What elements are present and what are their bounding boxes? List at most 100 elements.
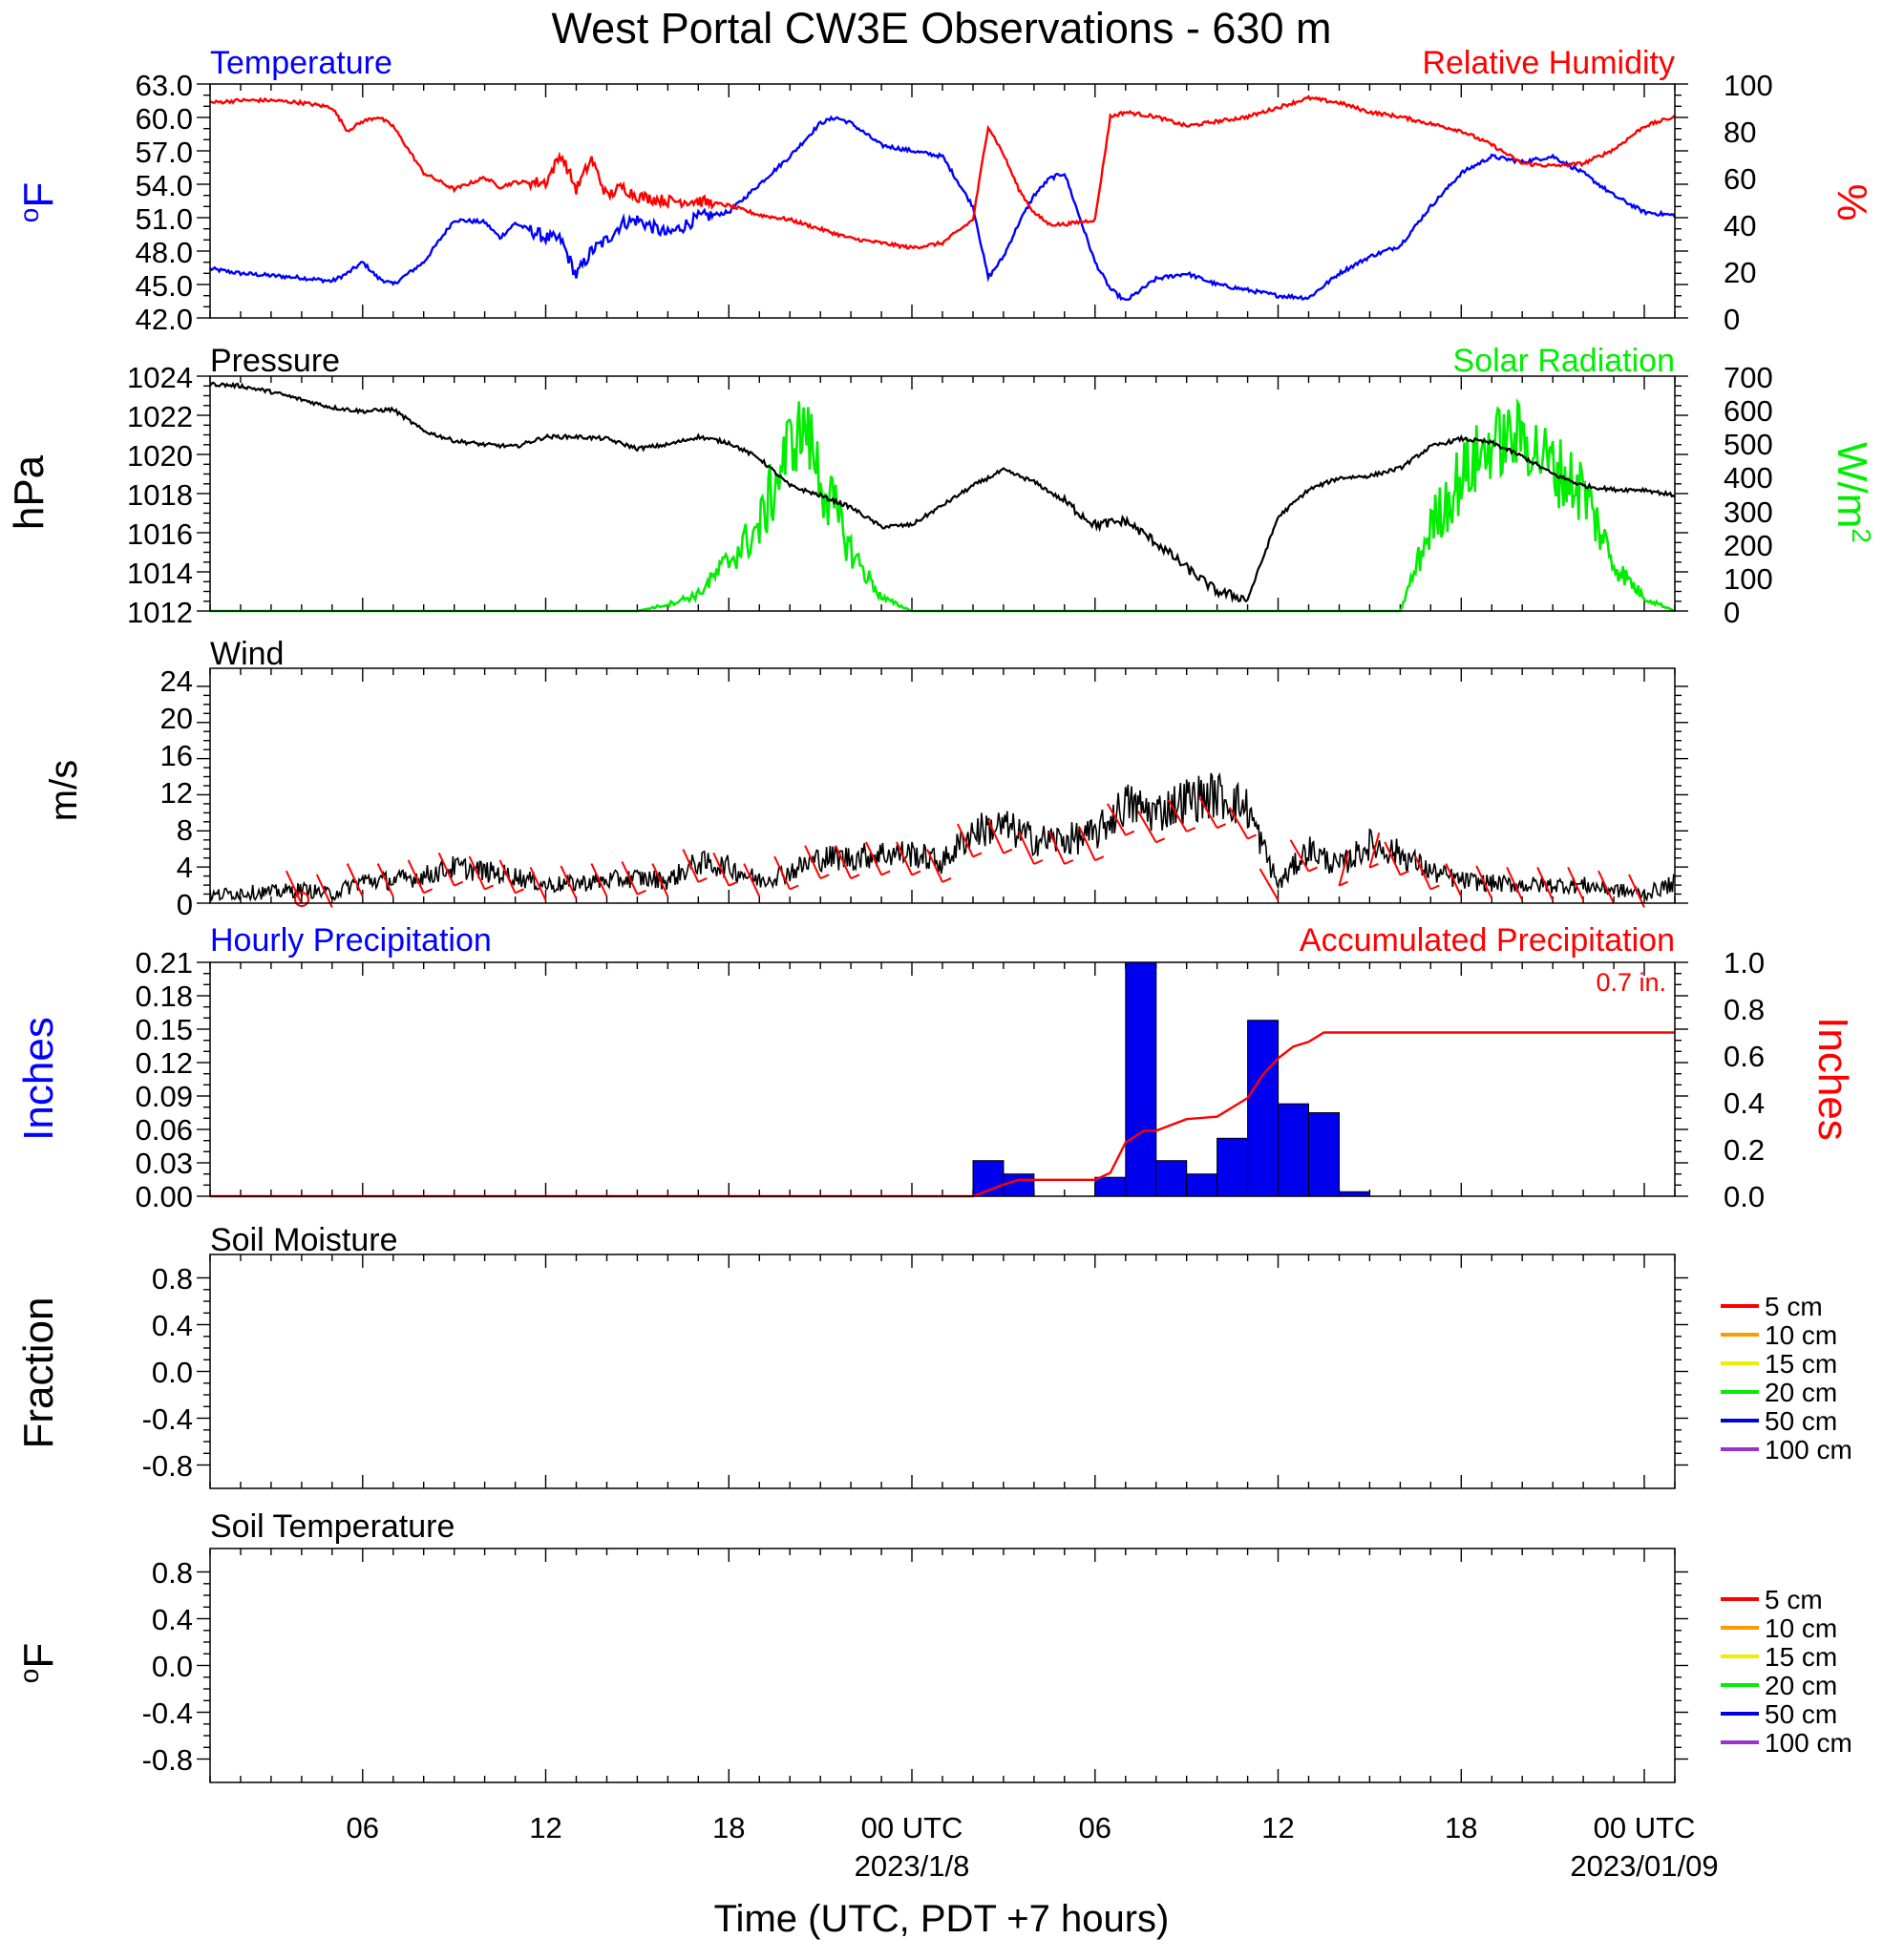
pressure-tick-label: 1012 [127,596,193,629]
solar-radiation-unit-label: W/m2 [1829,442,1877,543]
x-axis-tick-labels: 06 12 18 00 UTC 2023/1/8 06 12 18 00 UTC 2023/01/… [347,1811,1719,1883]
temperature-title: Temperature [210,45,392,81]
wind-speed-series-line [209,771,1676,902]
soil-moisture-tick-label: 0.4 [152,1309,193,1342]
soil-temperature-panel: Soil Temperature oF 0.8 0.4 0.0 -0.4 -0.… [14,1508,1852,1783]
wind-panel-frame [209,667,1676,904]
temperature-tick-label: 54.0 [136,169,193,202]
wind-barb-flag [850,874,860,880]
wind-barb-flag [1186,827,1196,832]
wind-barb-staff [1414,855,1432,890]
pressure-tick-label: 1022 [127,400,193,433]
legend-label-100cm: 100 cm [1765,1435,1852,1465]
pressure-unit-label: hPa [6,454,53,530]
temperature-tick-label: 51.0 [136,202,193,236]
wind-barb-staff [621,860,639,896]
hourly-precipitation-title: Hourly Precipitation [210,922,492,959]
x-tick-label: 18 [712,1811,745,1844]
soil-moisture-tick-label: 0.0 [152,1356,193,1389]
solar-radiation-tick-label: 700 [1724,361,1773,394]
wind-barb-flag [1064,859,1074,865]
accumulated-precipitation-line [210,1031,1675,1198]
wind-barb-staff [1259,868,1280,901]
wind-axis: 24 20 16 12 8 4 0 [160,664,193,921]
wind-barb-staff [376,863,394,897]
legend-label-15cm: 15 cm [1765,1642,1837,1672]
soil-temperature-tick-label: -0.4 [142,1697,193,1730]
hourly-precipitation-bars [972,961,1370,1197]
wind-barb-staff [1445,863,1463,897]
solar-radiation-tick-label: 200 [1724,529,1773,562]
hourly-precipitation-unit-label: Inches [15,1017,62,1141]
soil-moisture-tick-label: 0.8 [152,1262,193,1296]
legend-label-10cm: 10 cm [1765,1613,1837,1643]
wind-barb-staff [590,863,608,897]
wind-barb-flag [789,884,799,891]
hourly-precipitation-tick-label: 0.09 [136,1080,193,1113]
wind-barb-staff [804,845,822,879]
precipitation-panel: Hourly Precipitation Accumulated Precipi… [15,922,1856,1213]
precipitation-panel-ticks [197,961,1688,1197]
x-tick-date-label: 2023/1/8 [855,1849,970,1883]
soil-temperature-tick-label: 0.0 [152,1650,193,1683]
wind-barbs [285,795,1645,908]
wind-barb-staff [865,841,883,875]
wind-barb-flag [423,888,434,895]
hourly-precipitation-tick-label: 0.18 [136,980,193,1013]
wind-barb-staff [1197,795,1218,829]
relative-humidity-tick-label: 80 [1724,116,1756,149]
wind-barb-staff [1167,799,1188,832]
pressure-panel: Pressure Solar Radiation hPa W/m2 1024 1… [6,343,1877,629]
wind-barb-staff [682,849,700,883]
wind-barb-flag [1368,862,1379,869]
soil-moisture-legend: 5 cm 10 cm 15 cm 20 cm 50 cm 100 cm [1721,1292,1852,1465]
accumulated-precipitation-axis: 1.0 0.8 0.6 0.4 0.2 0.0 [1724,946,1765,1213]
wind-barb-flag [1155,837,1166,844]
soil-temperature-tick-label: 0.4 [152,1603,193,1636]
wind-barb-flag [728,880,738,887]
wind-tick-label: 8 [177,813,193,847]
precipitation-bar [1217,1137,1249,1197]
wind-barb-flag [636,889,646,896]
soil-moisture-title: Soil Moisture [210,1222,398,1258]
solar-radiation-unit-text: W/m2 [1829,442,1877,543]
precipitation-bar [1155,1160,1188,1197]
wind-barb-staff [956,823,974,857]
solar-radiation-axis: 700 600 500 400 300 200 100 0 [1724,361,1773,629]
soil-temperature-axis: 0.8 0.4 0.0 -0.4 -0.8 [142,1556,193,1777]
soil-moisture-tick-label: -0.8 [142,1449,193,1483]
calm-wind-circle [294,892,309,907]
wind-barb-staff [1475,865,1493,899]
wind-barb-flag [1094,855,1105,862]
soil-moisture-panel-frame [209,1254,1676,1489]
wind-panel: Wind m/s 24 20 16 12 8 4 0 [43,636,1688,921]
wind-barb-staff [285,870,303,905]
x-tick-date-label: 2023/01/09 [1570,1849,1718,1883]
precipitation-bar [1278,1103,1309,1197]
temperature-tick-label: 42.0 [136,303,193,336]
pressure-tick-label: 1016 [127,517,193,551]
wind-barb-staff [925,849,943,883]
pressure-panel-ticks [197,375,1688,612]
temperature-tick-label: 57.0 [136,136,193,169]
wind-barb-staff [1078,827,1096,861]
wind-barb-staff [835,845,853,879]
wind-barb-staff [1106,803,1127,836]
wind-barb-flag [911,870,921,876]
solar-radiation-tick-label: 500 [1724,428,1773,461]
wind-barb-staff [1338,850,1350,886]
x-tick-label: 12 [529,1811,561,1844]
legend-label-5cm: 5 cm [1765,1585,1823,1614]
x-tick-label: 06 [347,1811,379,1844]
temperature-unit-text: oF [14,182,63,222]
legend-label-50cm: 50 cm [1765,1699,1837,1729]
soil-moisture-unit-label: Fraction [15,1297,62,1449]
soil-temperature-tick-label: 0.8 [152,1556,193,1590]
wind-barb-staff [437,852,455,887]
pressure-axis: 1024 1022 1020 1018 1016 1014 1012 [127,361,193,629]
temperature-panel: Temperature Relative Humidity oF % 63.0 … [14,45,1876,336]
pressure-title: Pressure [210,343,340,379]
wind-barb-flag [942,876,952,883]
soil-moisture-tick-label: -0.4 [142,1402,193,1436]
hourly-precipitation-tick-label: 0.00 [136,1180,193,1213]
